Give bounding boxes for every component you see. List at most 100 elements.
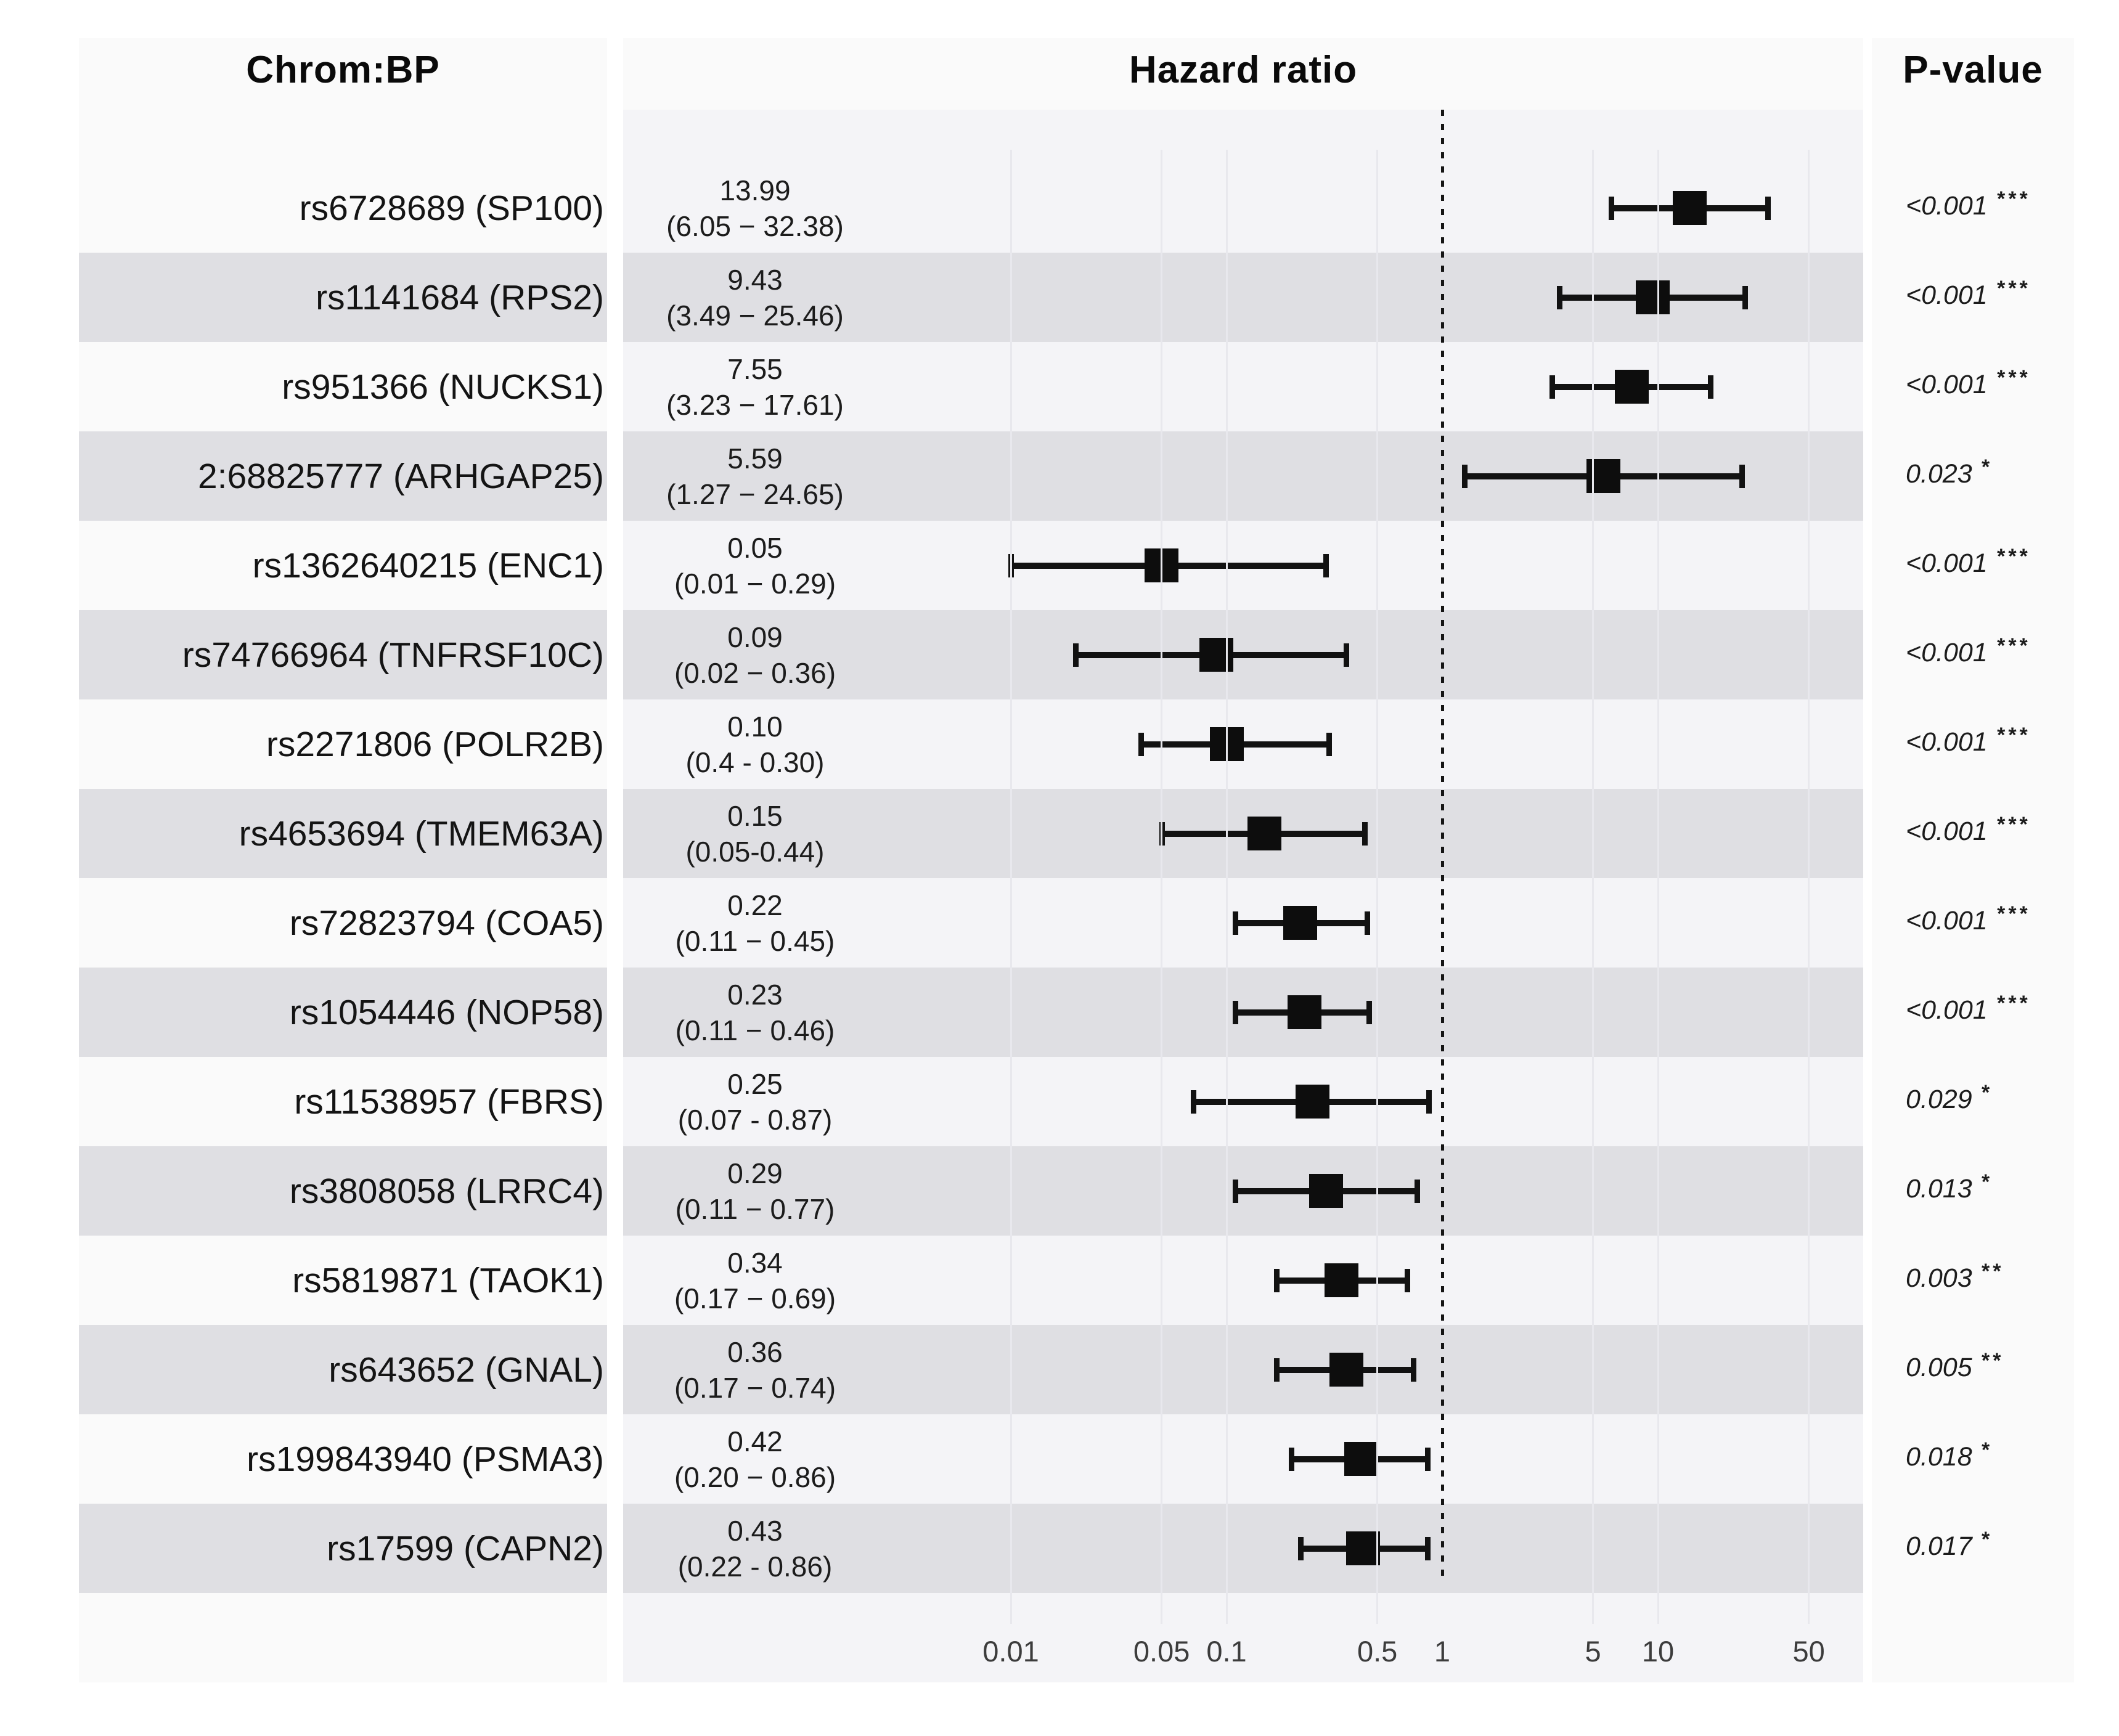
estimate-ci: (3.23 − 17.61) bbox=[666, 388, 844, 421]
estimate-text: 7.55 (3.23 − 17.61) bbox=[632, 351, 878, 423]
ci-cap-high bbox=[1708, 375, 1714, 399]
p-value-number: <0.001 bbox=[1906, 637, 1988, 667]
row-stripe bbox=[79, 789, 607, 878]
x-axis-tick-label: 10 bbox=[1641, 1635, 1675, 1668]
column-header-hazard-ratio: Hazard ratio bbox=[1129, 49, 1358, 91]
estimate-text: 0.22 (0.11 − 0.45) bbox=[632, 887, 878, 959]
ci-cap-low bbox=[1073, 643, 1079, 667]
row-label: 2:68825777 (ARHGAP25) bbox=[197, 456, 604, 496]
significance-stars: * bbox=[1980, 1080, 1992, 1104]
significance-stars: *** bbox=[1996, 723, 2030, 747]
estimate-ci: (6.05 − 32.38) bbox=[666, 210, 844, 242]
significance-stars: ** bbox=[1980, 1259, 2004, 1283]
estimate-ci: (0.17 − 0.69) bbox=[674, 1282, 836, 1314]
p-value-text: <0.001 *** bbox=[1906, 634, 2030, 668]
ci-cap-low bbox=[1462, 464, 1468, 488]
ci-cap-high bbox=[1326, 732, 1332, 756]
p-value-number: <0.001 bbox=[1906, 548, 1988, 578]
p-value-number: 0.018 bbox=[1906, 1441, 1972, 1472]
estimate-text: 0.36 (0.17 − 0.74) bbox=[632, 1334, 878, 1406]
p-value-number: 0.017 bbox=[1906, 1531, 1972, 1561]
p-value-text: 0.005 ** bbox=[1906, 1349, 2003, 1383]
row-label: rs1141684 (RPS2) bbox=[316, 277, 604, 317]
estimate-ci: (0.20 − 0.86) bbox=[674, 1461, 836, 1493]
p-value-number: 0.005 bbox=[1906, 1352, 1972, 1382]
row-label: rs2271806 (POLR2B) bbox=[266, 724, 604, 764]
hr-point-marker bbox=[1199, 638, 1234, 672]
x-gridline bbox=[1808, 150, 1810, 1624]
row-stripe bbox=[79, 1504, 607, 1593]
estimate-text: 13.99 (6.05 − 32.38) bbox=[632, 173, 878, 244]
hr-point-marker bbox=[1344, 1442, 1378, 1476]
significance-stars: *** bbox=[1996, 634, 2030, 658]
ci-cap-high bbox=[1343, 643, 1349, 667]
estimate-text: 0.43 (0.22 - 0.86) bbox=[632, 1513, 878, 1584]
estimate-value: 0.42 bbox=[727, 1425, 783, 1457]
ci-cap-high bbox=[1323, 553, 1329, 577]
row-label: rs74766964 (TNFRSF10C) bbox=[182, 635, 604, 675]
significance-stars: ** bbox=[1980, 1348, 2004, 1372]
column-header-p-value: P-value bbox=[1903, 49, 2043, 91]
reference-line-hr-1 bbox=[1441, 110, 1444, 1579]
estimate-text: 0.34 (0.17 − 0.69) bbox=[632, 1245, 878, 1316]
x-gridline bbox=[1225, 150, 1228, 1624]
p-value-number: 0.029 bbox=[1906, 1084, 1972, 1114]
ci-cap-low bbox=[1297, 1536, 1304, 1560]
ci-cap-high bbox=[1415, 1179, 1421, 1203]
estimate-ci: (0.11 − 0.46) bbox=[675, 1014, 835, 1046]
estimate-text: 0.29 (0.11 − 0.77) bbox=[632, 1155, 878, 1227]
hr-point-marker bbox=[1672, 191, 1707, 225]
row-label: rs1054446 (NOP58) bbox=[289, 992, 604, 1032]
ci-cap-low bbox=[1190, 1090, 1196, 1114]
p-value-number: <0.001 bbox=[1906, 369, 1988, 399]
p-value-text: 0.003 ** bbox=[1906, 1259, 2004, 1294]
estimate-ci: (1.27 − 24.65) bbox=[666, 478, 844, 510]
estimate-text: 0.15 (0.05-0.44) bbox=[632, 798, 878, 870]
estimate-text: 0.25 (0.07 - 0.87) bbox=[632, 1066, 878, 1138]
estimate-value: 13.99 bbox=[719, 174, 791, 206]
ci-cap-low bbox=[1233, 1179, 1239, 1203]
p-value-text: <0.001 *** bbox=[1906, 813, 2030, 847]
estimate-ci: (0.02 − 0.36) bbox=[674, 656, 836, 689]
x-axis-tick-label: 0.05 bbox=[1133, 1635, 1190, 1668]
row-stripe bbox=[79, 1146, 607, 1236]
estimate-ci: (0.07 - 0.87) bbox=[677, 1103, 833, 1136]
estimate-ci: (0.17 − 0.74) bbox=[674, 1371, 836, 1404]
estimate-text: 0.23 (0.11 − 0.46) bbox=[632, 977, 878, 1048]
p-value-number: <0.001 bbox=[1906, 190, 1988, 221]
ci-cap-high bbox=[1362, 821, 1368, 846]
significance-stars: * bbox=[1980, 1438, 1992, 1462]
significance-stars: *** bbox=[1996, 187, 2030, 211]
ci-cap-high bbox=[1404, 1268, 1410, 1292]
estimate-text: 0.42 (0.20 − 0.86) bbox=[632, 1424, 878, 1495]
estimate-value: 0.36 bbox=[727, 1335, 783, 1368]
x-gridline bbox=[1161, 150, 1163, 1624]
p-value-panel bbox=[1872, 38, 2074, 1682]
p-value-text: <0.001 *** bbox=[1906, 723, 2030, 757]
estimate-ci: (0.4 - 0.30) bbox=[685, 746, 825, 778]
p-value-text: <0.001 *** bbox=[1906, 545, 2030, 579]
p-value-text: <0.001 *** bbox=[1906, 992, 2030, 1025]
ci-cap-high bbox=[1364, 911, 1370, 935]
estimate-text: 9.43 (3.49 − 25.46) bbox=[632, 262, 878, 333]
ci-cap-high bbox=[1425, 1536, 1431, 1560]
p-value-number: <0.001 bbox=[1906, 816, 1988, 846]
ci-cap-high bbox=[1739, 464, 1745, 488]
p-value-text: <0.001 *** bbox=[1906, 187, 2030, 221]
row-stripe bbox=[79, 968, 607, 1057]
p-value-text: 0.013 * bbox=[1906, 1170, 1992, 1204]
ci-cap-low bbox=[1233, 1000, 1239, 1024]
estimate-value: 0.29 bbox=[727, 1157, 783, 1189]
row-label: rs199843940 (PSMA3) bbox=[247, 1439, 604, 1479]
hr-point-marker bbox=[1288, 995, 1322, 1029]
hr-point-marker bbox=[1283, 906, 1318, 940]
ci-cap-high bbox=[1366, 1000, 1372, 1024]
x-gridline bbox=[1592, 150, 1594, 1624]
x-axis-tick-label: 1 bbox=[1434, 1635, 1451, 1668]
significance-stars: *** bbox=[1996, 902, 2030, 926]
p-value-number: <0.001 bbox=[1906, 280, 1988, 310]
hr-point-marker bbox=[1324, 1263, 1358, 1297]
significance-stars: * bbox=[1980, 1527, 1992, 1551]
row-label: rs6728689 (SP100) bbox=[299, 188, 604, 228]
